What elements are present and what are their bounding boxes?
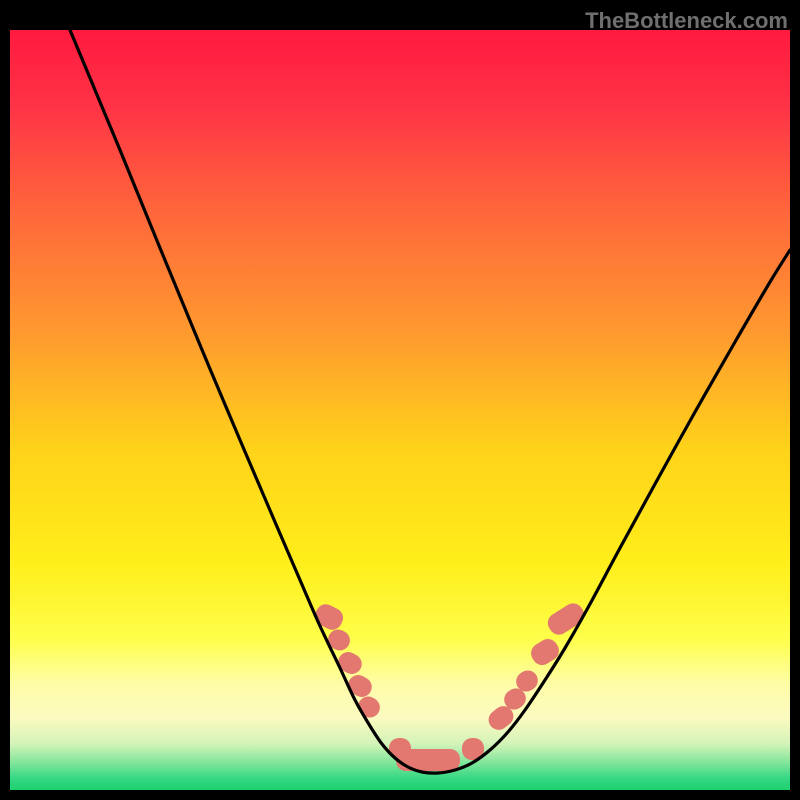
- watermark-text: TheBottleneck.com: [585, 8, 788, 34]
- curve-marker: [396, 749, 460, 771]
- gradient-plot-area: [10, 30, 790, 790]
- bottleneck-chart: [0, 0, 800, 800]
